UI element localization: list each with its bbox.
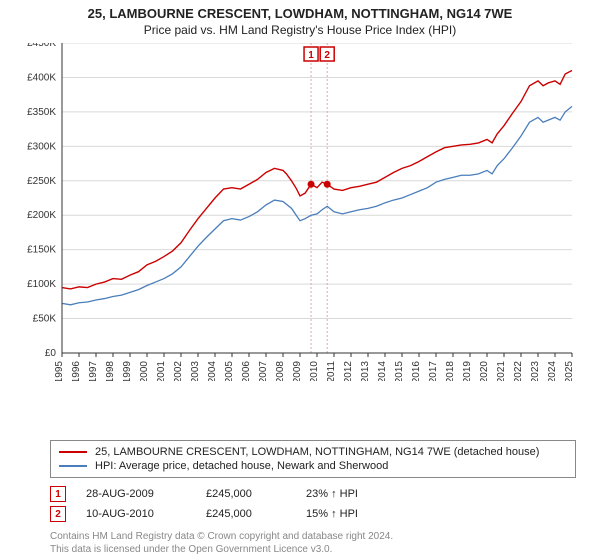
event-price: £245,000 [206,508,286,520]
svg-text:2001: 2001 [156,361,167,381]
svg-text:£300K: £300K [27,141,56,152]
svg-text:2016: 2016 [411,361,422,381]
event-marker: 2 [50,506,66,522]
chart-title-address: 25, LAMBOURNE CRESCENT, LOWDHAM, NOTTING… [10,6,590,21]
chart-svg: £0 £50K £100K £150K £200K £250K £300K £350K £400… [12,43,588,381]
svg-text:1995: 1995 [54,361,65,381]
event-delta: 15% ↑ HPI [306,508,406,520]
svg-text:2009: 2009 [292,361,303,381]
svg-text:£50K: £50K [33,314,57,325]
svg-text:2000: 2000 [139,361,150,381]
svg-text:1998: 1998 [105,361,116,381]
svg-text:2: 2 [324,50,330,61]
svg-text:2024: 2024 [547,361,558,381]
event-date: 28-AUG-2009 [86,488,186,500]
svg-text:2018: 2018 [445,361,456,381]
svg-text:2019: 2019 [462,361,473,381]
svg-text:1999: 1999 [122,361,133,381]
svg-text:£0: £0 [45,348,57,359]
svg-text:2017: 2017 [428,361,439,381]
svg-text:2003: 2003 [190,361,201,381]
svg-text:2004: 2004 [207,361,218,381]
events-table: 1 28-AUG-2009 £245,000 23% ↑ HPI 2 10-AUG-201… [50,484,576,524]
event-marker: 1 [50,486,66,502]
legend-swatch [59,465,87,467]
svg-text:2013: 2013 [360,361,371,381]
svg-text:1997: 1997 [88,361,99,381]
svg-text:2015: 2015 [394,361,405,381]
event-delta: 23% ↑ HPI [306,488,406,500]
legend-label: HPI: Average price, detached house, Newa… [95,460,388,472]
svg-text:2025: 2025 [564,361,575,381]
svg-text:£100K: £100K [27,279,56,290]
svg-text:£250K: £250K [27,176,56,187]
chart-title-sub: Price paid vs. HM Land Registry's House … [10,23,590,37]
svg-text:2007: 2007 [258,361,269,381]
svg-text:2006: 2006 [241,361,252,381]
svg-text:£450K: £450K [27,43,56,49]
svg-text:1996: 1996 [71,361,82,381]
svg-text:2023: 2023 [530,361,541,381]
svg-text:2002: 2002 [173,361,184,381]
svg-text:2020: 2020 [479,361,490,381]
svg-text:2012: 2012 [343,361,354,381]
legend-row: HPI: Average price, detached house, Newa… [59,459,567,473]
svg-text:2011: 2011 [326,361,337,381]
chart-titles: 25, LAMBOURNE CRESCENT, LOWDHAM, NOTTING… [0,0,600,39]
event-row: 1 28-AUG-2009 £245,000 23% ↑ HPI [50,484,576,504]
svg-text:2010: 2010 [309,361,320,381]
svg-text:£150K: £150K [27,245,56,256]
legend-label: 25, LAMBOURNE CRESCENT, LOWDHAM, NOTTING… [95,446,539,458]
svg-text:2021: 2021 [496,361,507,381]
svg-text:2022: 2022 [513,361,524,381]
legend-row: 25, LAMBOURNE CRESCENT, LOWDHAM, NOTTING… [59,445,567,459]
svg-text:£350K: £350K [27,107,56,118]
legend-swatch [59,451,87,453]
svg-text:£400K: £400K [27,72,56,83]
svg-text:2014: 2014 [377,361,388,381]
svg-text:2008: 2008 [275,361,286,381]
event-date: 10-AUG-2010 [86,508,186,520]
svg-text:1: 1 [308,50,314,61]
event-row: 2 10-AUG-2010 £245,000 15% ↑ HPI [50,504,576,524]
footnote-line: This data is licensed under the Open Gov… [50,543,576,556]
legend: 25, LAMBOURNE CRESCENT, LOWDHAM, NOTTING… [50,440,576,478]
svg-text:£200K: £200K [27,210,56,221]
footnote-line: Contains HM Land Registry data © Crown c… [50,530,576,543]
event-price: £245,000 [206,488,286,500]
chart: £0 £50K £100K £150K £200K £250K £300K £350K £400… [12,43,588,434]
svg-text:2005: 2005 [224,361,235,381]
footnotes: Contains HM Land Registry data © Crown c… [50,530,576,556]
